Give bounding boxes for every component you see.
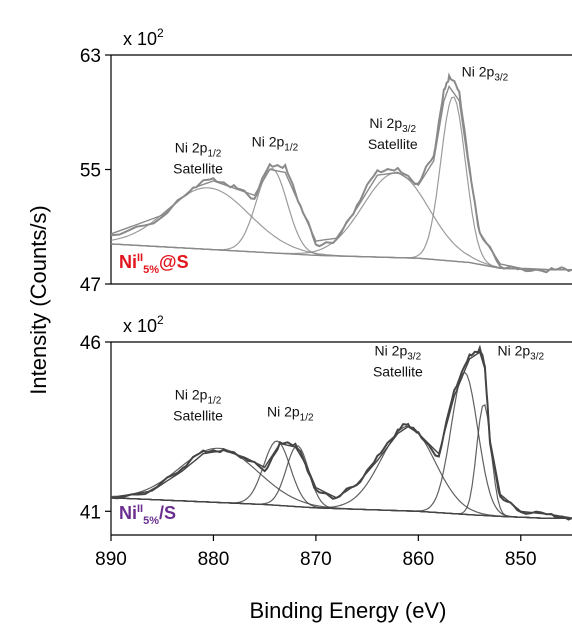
x-axis-title: Binding Energy (eV) <box>250 598 447 623</box>
peak-annotation: Ni 2p3/2 <box>462 63 509 83</box>
component-peak <box>111 445 572 519</box>
plot-area <box>111 72 572 274</box>
sample-label: NiII5%@S <box>119 252 189 276</box>
component-peak <box>111 96 572 271</box>
y-tick-label: 46 <box>80 333 101 354</box>
fit-envelope <box>111 85 572 271</box>
plot-area <box>111 344 572 521</box>
peak-annotation: Ni 2p1/2 <box>175 387 222 407</box>
multiplier-label: x 102 <box>123 26 164 49</box>
peak-annotation: Ni 2p3/2 <box>369 115 416 135</box>
measured-spectrum <box>111 344 572 521</box>
peak-annotation: Ni 2p3/2 <box>497 343 544 363</box>
peak-annotation: Satellite <box>373 364 423 380</box>
peak-annotation: Ni 2p1/2 <box>267 403 314 423</box>
peak-annotation: Satellite <box>368 136 418 152</box>
background-line <box>111 497 572 519</box>
multiplier-label: x 102 <box>123 313 164 336</box>
x-tick-label: 890 <box>95 549 127 570</box>
sample-label: NiII5%/S <box>119 503 176 527</box>
x-tick-label: 880 <box>198 549 230 570</box>
component-peak <box>111 447 572 519</box>
y-tick-label: 63 <box>80 46 101 67</box>
peak-annotation: Satellite <box>173 160 223 176</box>
y-tick-label: 55 <box>80 161 101 182</box>
peak-annotation: Ni 2p1/2 <box>175 139 222 159</box>
x-tick-label: 850 <box>505 549 537 570</box>
measured-spectrum <box>111 72 572 274</box>
peak-annotation: Ni 2p1/2 <box>252 134 299 154</box>
peak-annotation: Ni 2p3/2 <box>375 343 422 363</box>
peak-annotation: Satellite <box>173 408 223 424</box>
x-tick-label: 860 <box>402 549 434 570</box>
component-peak <box>111 440 572 519</box>
x-tick-label: 870 <box>300 549 332 570</box>
y-tick-label: 41 <box>80 502 101 523</box>
y-tick-label: 47 <box>80 275 101 296</box>
y-axis-title: Intensity (Counts/s) <box>26 205 51 395</box>
